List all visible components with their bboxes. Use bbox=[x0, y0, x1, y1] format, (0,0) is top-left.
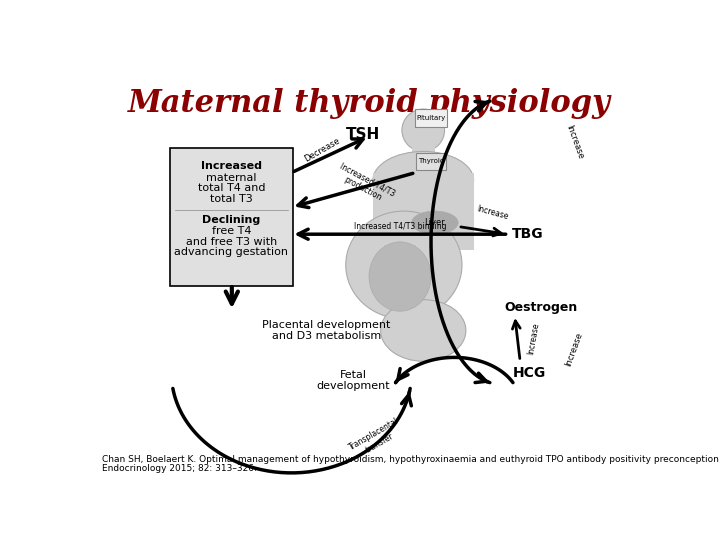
Text: advancing gestation: advancing gestation bbox=[174, 247, 289, 257]
FancyBboxPatch shape bbox=[373, 173, 474, 249]
Text: Declining: Declining bbox=[202, 215, 261, 225]
Ellipse shape bbox=[381, 300, 466, 361]
Text: free T4: free T4 bbox=[212, 226, 251, 236]
Text: Increase: Increase bbox=[564, 332, 585, 368]
Text: Increased T4/T3 binding: Increased T4/T3 binding bbox=[354, 222, 446, 231]
Text: Chan SH, Boelaert K. Optimal management of hypothyroidism, hypothyroxinaemia and: Chan SH, Boelaert K. Optimal management … bbox=[102, 455, 720, 464]
Text: HCG: HCG bbox=[513, 366, 546, 380]
Text: Endocrinology 2015; 82: 313–326.: Endocrinology 2015; 82: 313–326. bbox=[102, 464, 256, 473]
Ellipse shape bbox=[373, 151, 474, 209]
Text: Increase: Increase bbox=[527, 321, 541, 355]
Text: Pituitary: Pituitary bbox=[416, 115, 446, 121]
Text: Increase: Increase bbox=[476, 204, 510, 221]
FancyBboxPatch shape bbox=[415, 109, 447, 127]
Text: TSH: TSH bbox=[346, 126, 381, 141]
Text: maternal: maternal bbox=[206, 173, 257, 183]
Text: Fetal
development: Fetal development bbox=[317, 370, 390, 392]
Text: Increase: Increase bbox=[564, 124, 585, 160]
Ellipse shape bbox=[412, 211, 458, 234]
Text: Maternal thyroid physiology: Maternal thyroid physiology bbox=[127, 88, 611, 119]
Text: Placental development
and D3 metabolism: Placental development and D3 metabolism bbox=[262, 320, 390, 341]
Text: total T3: total T3 bbox=[210, 194, 253, 204]
Text: and free T3 with: and free T3 with bbox=[186, 237, 277, 246]
Ellipse shape bbox=[346, 211, 462, 319]
Ellipse shape bbox=[369, 242, 431, 311]
Text: Increased T4/T3
production: Increased T4/T3 production bbox=[333, 161, 397, 207]
Text: Thyroid: Thyroid bbox=[418, 158, 444, 164]
Text: Transplacental
transfer: Transplacental transfer bbox=[348, 416, 406, 461]
Text: Increased: Increased bbox=[201, 161, 262, 171]
Text: total T4 and: total T4 and bbox=[198, 184, 265, 193]
FancyBboxPatch shape bbox=[412, 134, 435, 161]
Text: Oestrogen: Oestrogen bbox=[505, 301, 578, 314]
Text: TBG: TBG bbox=[513, 227, 544, 241]
FancyBboxPatch shape bbox=[170, 148, 293, 286]
Ellipse shape bbox=[402, 109, 444, 151]
Text: Decrease: Decrease bbox=[303, 136, 342, 163]
FancyBboxPatch shape bbox=[416, 153, 446, 170]
Text: Liver: Liver bbox=[425, 218, 445, 227]
